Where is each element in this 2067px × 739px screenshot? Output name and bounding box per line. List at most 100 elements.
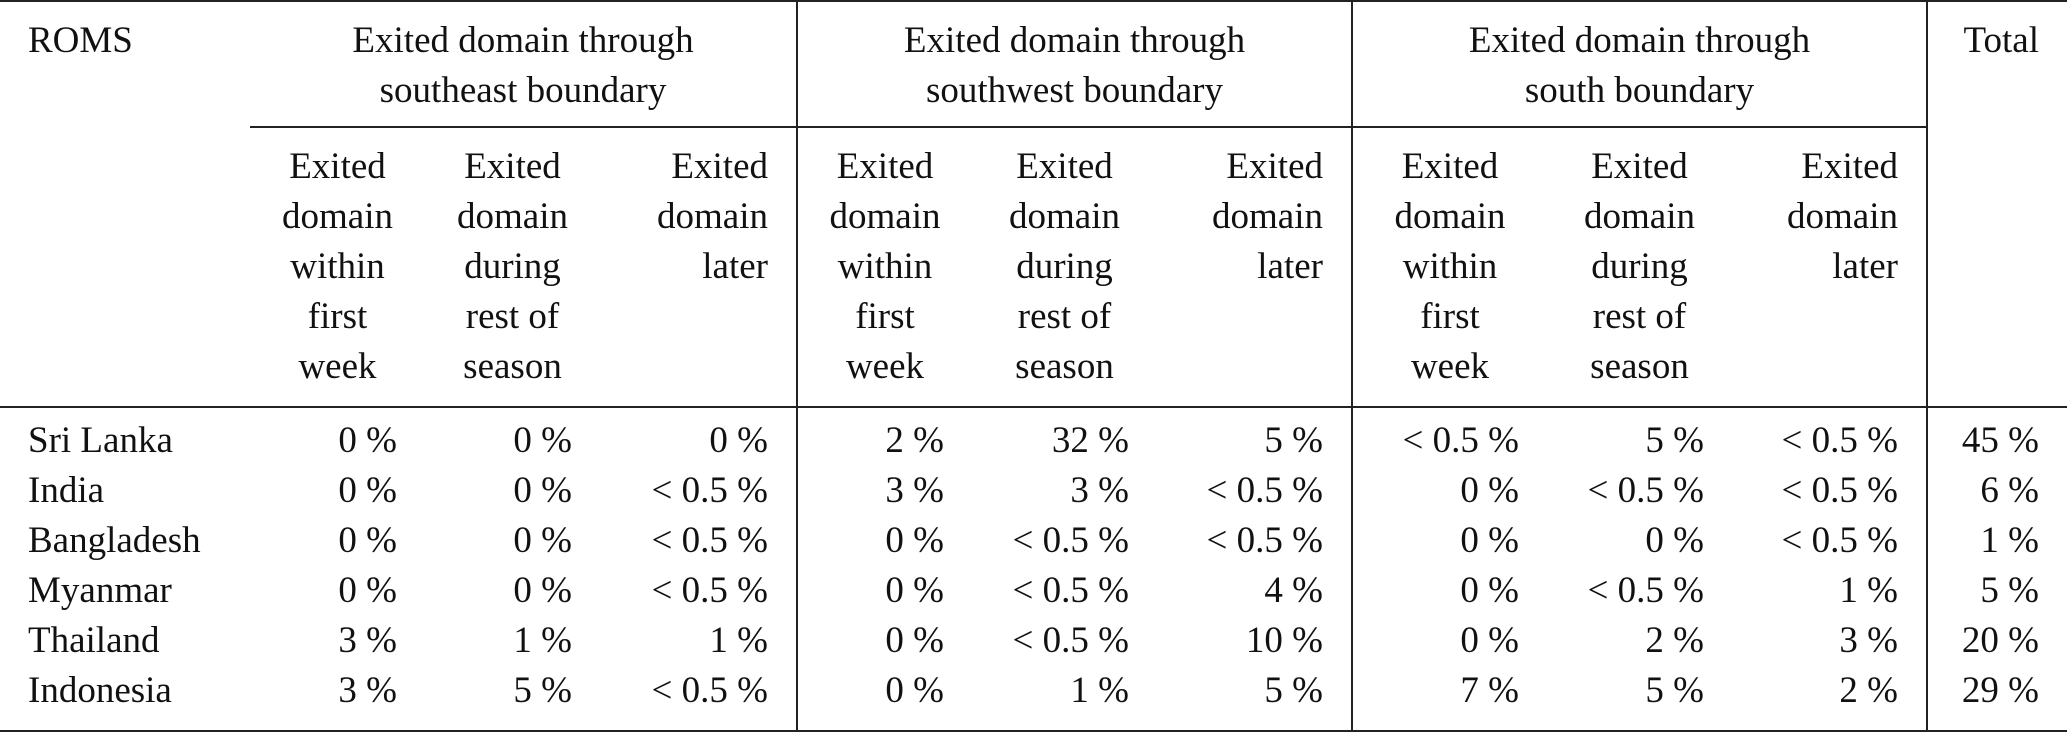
corner-label: ROMS bbox=[28, 20, 133, 61]
cell-value: 0 % bbox=[513, 420, 572, 461]
header-text-line: within bbox=[290, 246, 385, 287]
header-text-line: Exited bbox=[1226, 146, 1323, 187]
row-country: Indonesia bbox=[0, 666, 250, 732]
cell-value: 0 % bbox=[797, 666, 972, 732]
subheader-within-first-week: Exited domain within first week bbox=[1352, 127, 1547, 408]
cell-value: 0 % bbox=[600, 407, 798, 466]
row-country: Sri Lanka bbox=[28, 420, 173, 461]
header-text-line: later bbox=[1257, 246, 1323, 287]
cell-value: 5 % bbox=[1157, 407, 1353, 466]
cell-value: 3 % bbox=[338, 620, 397, 661]
subheader-later: Exited domain later bbox=[1732, 127, 1928, 408]
cell-value: 0 % bbox=[338, 470, 397, 511]
header-text-line: domain bbox=[457, 196, 568, 237]
header-text-line: Exited bbox=[289, 146, 386, 187]
cell-value: 2 % bbox=[885, 420, 944, 461]
cell-value: < 0.5 % bbox=[1012, 620, 1129, 661]
header-text-line: domain bbox=[1787, 196, 1898, 237]
cell-value: 3 % bbox=[1070, 470, 1129, 511]
header-text-line: week bbox=[1410, 346, 1490, 387]
table-row: India 0 % 0 % < 0.5 % 3 % 3 % < 0.5 % 0 % < 0.5 … bbox=[0, 466, 2067, 516]
header-text-line: later bbox=[702, 246, 768, 287]
cell-value: < 0.5 % bbox=[1157, 516, 1353, 566]
cell-value: 0 % bbox=[513, 470, 572, 511]
cell-value: 4 % bbox=[1157, 566, 1353, 616]
cell-value: < 0.5 % bbox=[1732, 466, 1928, 516]
group-southwest: Exited domain through southwest boundary bbox=[797, 1, 1353, 126]
cell-value: < 0.5 % bbox=[1587, 570, 1704, 611]
header-text-line: domain bbox=[829, 196, 941, 237]
cell-value: 0 % bbox=[885, 620, 944, 661]
cell-value: 0 % bbox=[1460, 470, 1519, 511]
header-text-line: domain bbox=[1212, 196, 1323, 237]
header-text-line: season bbox=[1590, 346, 1689, 387]
header-text-line: within bbox=[837, 246, 933, 287]
header-text-line: domain bbox=[282, 196, 393, 237]
header-text-line: Exited bbox=[1401, 146, 1499, 187]
header-text-line: Exited bbox=[1591, 146, 1688, 187]
group-south-line1: Exited domain through bbox=[1468, 20, 1811, 61]
cell-value: < 0.5 % bbox=[1157, 466, 1353, 516]
row-country: India bbox=[28, 470, 105, 511]
subheader-later: Exited domain later bbox=[1157, 127, 1353, 408]
group-south: Exited domain through south boundary bbox=[1352, 1, 1928, 126]
cell-value: < 0.5 % bbox=[1587, 470, 1704, 511]
header-text-line: during bbox=[1016, 246, 1113, 287]
header-text-line: domain bbox=[1009, 196, 1120, 237]
header-text-line: first bbox=[855, 296, 915, 337]
row-country: Myanmar bbox=[28, 570, 172, 611]
group-header-row: ROMS Exited domain through southeast bou… bbox=[0, 1, 2067, 126]
header-text-line: rest of bbox=[1017, 296, 1112, 337]
cell-total: 6 % bbox=[1980, 470, 2039, 511]
subheader-rest-of-season: Exited domain during rest of season bbox=[425, 127, 600, 408]
subheader-within-first-week: Exited domain within first week bbox=[797, 127, 972, 408]
cell-value: 32 % bbox=[1051, 420, 1129, 461]
cell-value: 2 % bbox=[1645, 620, 1704, 661]
cell-value: 3 % bbox=[885, 470, 944, 511]
group-southeast-line2: southeast boundary bbox=[379, 70, 667, 111]
header-text-line: season bbox=[463, 346, 562, 387]
total-header: Total bbox=[1963, 20, 2040, 61]
cell-value: 0 % bbox=[338, 570, 397, 611]
cell-total: 5 % bbox=[1980, 570, 2039, 611]
cell-total: 45 % bbox=[1961, 420, 2039, 461]
cell-total: 20 % bbox=[1961, 620, 2039, 661]
header-text-line: domain bbox=[1584, 196, 1695, 237]
header-text-line: during bbox=[464, 246, 561, 287]
cell-value: < 0.5 % bbox=[1012, 570, 1129, 611]
header-text-line: first bbox=[1420, 296, 1480, 337]
cell-value: 1 % bbox=[972, 666, 1157, 732]
cell-value: 0 % bbox=[513, 570, 572, 611]
cell-value: 0 % bbox=[1645, 520, 1704, 561]
subheader-row: Exited domain within first week Exited domain… bbox=[0, 127, 2067, 408]
header-text-line: later bbox=[1832, 246, 1898, 287]
cell-value: 1 % bbox=[513, 620, 572, 661]
cell-value: 0 % bbox=[338, 520, 397, 561]
cell-value: < 0.5 % bbox=[600, 666, 798, 732]
group-southeast: Exited domain through southeast boundary bbox=[250, 1, 798, 126]
cell-value: 1 % bbox=[1732, 566, 1928, 616]
header-text-line: Exited bbox=[464, 146, 561, 187]
header-text-line: week bbox=[845, 346, 925, 387]
cell-value: < 0.5 % bbox=[600, 466, 798, 516]
table-body: Sri Lanka 0 % 0 % 0 % 2 % 32 % 5 % < 0.5 % 5 % < … bbox=[0, 407, 2067, 732]
cell-value: 1 % bbox=[600, 616, 798, 666]
cell-value: 5 % bbox=[1157, 666, 1353, 732]
cell-value: 0 % bbox=[885, 570, 944, 611]
group-southwest-line1: Exited domain through bbox=[903, 20, 1246, 61]
header-text-line: domain bbox=[657, 196, 768, 237]
cell-value: 0 % bbox=[1460, 620, 1519, 661]
cell-value: < 0.5 % bbox=[1732, 516, 1928, 566]
table-row: Bangladesh 0 % 0 % < 0.5 % 0 % < 0.5 % < 0.5 %… bbox=[0, 516, 2067, 566]
group-southwest-line2: southwest boundary bbox=[926, 70, 1223, 111]
cell-value: 2 % bbox=[1732, 666, 1928, 732]
cell-value: 5 % bbox=[1645, 420, 1704, 461]
header-text-line: season bbox=[1015, 346, 1114, 387]
header-text-line: rest of bbox=[1592, 296, 1687, 337]
cell-value: < 0.5 % bbox=[1402, 420, 1519, 461]
table-row: Sri Lanka 0 % 0 % 0 % 2 % 32 % 5 % < 0.5 % 5 % < … bbox=[0, 407, 2067, 466]
table-row: Myanmar 0 % 0 % < 0.5 % 0 % < 0.5 % 4 % 0 % < 0.… bbox=[0, 566, 2067, 616]
cell-value: 0 % bbox=[1460, 520, 1519, 561]
